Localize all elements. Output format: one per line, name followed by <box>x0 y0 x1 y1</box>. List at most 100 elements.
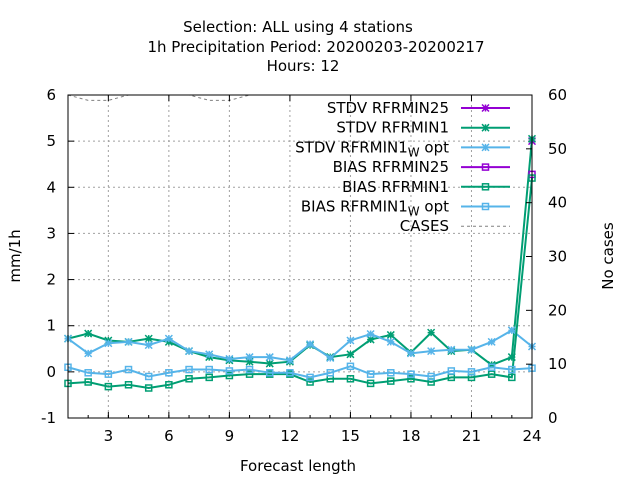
legend-label: STDV RFRMIN25 <box>327 99 449 117</box>
x-tick-label: 24 <box>522 427 541 445</box>
series-1 <box>63 134 537 369</box>
data-point <box>104 339 113 348</box>
x-tick-label: 6 <box>164 427 174 445</box>
data-point <box>144 334 153 343</box>
data-point <box>144 341 153 350</box>
data-point <box>447 367 456 375</box>
data-point <box>144 372 153 381</box>
data-point <box>205 373 213 382</box>
data-point <box>487 337 496 346</box>
series-2 <box>63 326 537 365</box>
data-point <box>387 377 395 385</box>
data-point <box>326 369 335 377</box>
data-point <box>346 336 355 345</box>
data-point <box>487 370 496 378</box>
x-axis-label: Forecast length <box>240 457 356 475</box>
data-point <box>326 353 335 363</box>
data-point <box>366 335 375 344</box>
y-tick-label: 4 <box>46 178 56 196</box>
data-point <box>346 350 355 359</box>
cases-series <box>67 94 532 101</box>
data-point <box>84 378 92 386</box>
data-point <box>205 365 213 374</box>
data-point <box>366 379 375 388</box>
y-tick-label: 5 <box>46 132 56 150</box>
data-point <box>245 357 254 366</box>
data-point <box>205 350 214 359</box>
data-point <box>481 163 490 171</box>
data-point <box>286 369 294 377</box>
y2-tick-label: 30 <box>548 248 567 266</box>
data-point <box>386 330 395 339</box>
series-6 <box>67 94 532 101</box>
data-point <box>165 381 173 389</box>
legend-item: BIAS RFRMIN25 <box>333 158 510 176</box>
data-point <box>84 329 93 338</box>
y2-tick-label: 10 <box>548 355 567 373</box>
x-tick-label: 18 <box>401 427 420 445</box>
data-point <box>124 381 133 389</box>
legend-item: STDV RFRMIN25 <box>327 99 510 117</box>
data-point <box>124 365 133 374</box>
data-point <box>265 359 274 368</box>
legend-label: BIAS RFRMIN1W opt <box>301 198 449 219</box>
data-point <box>124 337 133 346</box>
data-point <box>84 349 93 358</box>
y-tick-label: -1 <box>41 409 56 427</box>
legend-label: STDV RFRMIN1 <box>336 119 449 137</box>
data-point <box>185 365 193 374</box>
data-point <box>225 354 234 363</box>
data-point <box>406 349 415 358</box>
data-point <box>507 326 516 335</box>
y2-tick-label: 20 <box>548 301 567 319</box>
y-tick-label: 2 <box>46 271 56 289</box>
series-line <box>67 329 533 362</box>
x-tick-labels: 3 6 9 12 15 18 21 24 <box>104 427 542 445</box>
data-point <box>427 328 436 337</box>
x-tick-label: 15 <box>341 427 360 445</box>
data-point <box>245 353 254 362</box>
chart-title-line-2: 1h Precipitation Period: 20200203-202002… <box>147 38 484 56</box>
data-point <box>84 369 92 377</box>
data-point <box>427 372 435 381</box>
chart-title: Selection: ALL using 4 stations 1h Preci… <box>147 18 484 75</box>
y-tick-label: 3 <box>46 224 56 242</box>
y-tick-label: 6 <box>46 86 56 104</box>
y-axis-label: mm/1h <box>6 229 24 282</box>
y-tick-label: 0 <box>46 363 56 381</box>
legend-label: BIAS RFRMIN1 <box>342 178 449 196</box>
data-point <box>104 370 113 378</box>
data-point <box>245 370 254 378</box>
data-point <box>225 367 234 375</box>
data-point <box>407 370 415 378</box>
legend-item: BIAS RFRMIN1W opt <box>301 198 510 219</box>
data-point <box>366 329 375 339</box>
data-point <box>481 123 490 132</box>
y-tick-labels: -1 0 1 2 3 4 5 6 <box>41 86 56 427</box>
y2-axis-label: No cases <box>599 222 617 290</box>
legend-item: STDV RFRMIN1 <box>336 119 510 137</box>
legend-label: STDV RFRMIN1W opt <box>295 138 449 159</box>
data-point <box>387 369 395 377</box>
y2-tick-label: 0 <box>548 409 558 427</box>
x-tick-label: 3 <box>104 427 114 445</box>
data-point <box>185 347 194 356</box>
data-point <box>306 373 314 382</box>
data-point <box>366 370 375 378</box>
legend-item: CASES <box>400 217 510 235</box>
data-point <box>185 375 193 383</box>
legend-label: BIAS RFRMIN25 <box>333 158 449 176</box>
legend-item: BIAS RFRMIN1 <box>342 178 510 196</box>
data-point <box>481 202 490 211</box>
data-point <box>265 369 274 377</box>
data-point <box>225 371 234 380</box>
y2-tick-label: 40 <box>548 194 567 212</box>
data-point <box>144 384 153 392</box>
data-point <box>427 347 436 356</box>
data-point <box>306 340 315 349</box>
data-point <box>285 356 294 365</box>
data-point <box>245 365 254 374</box>
data-point <box>165 369 173 377</box>
